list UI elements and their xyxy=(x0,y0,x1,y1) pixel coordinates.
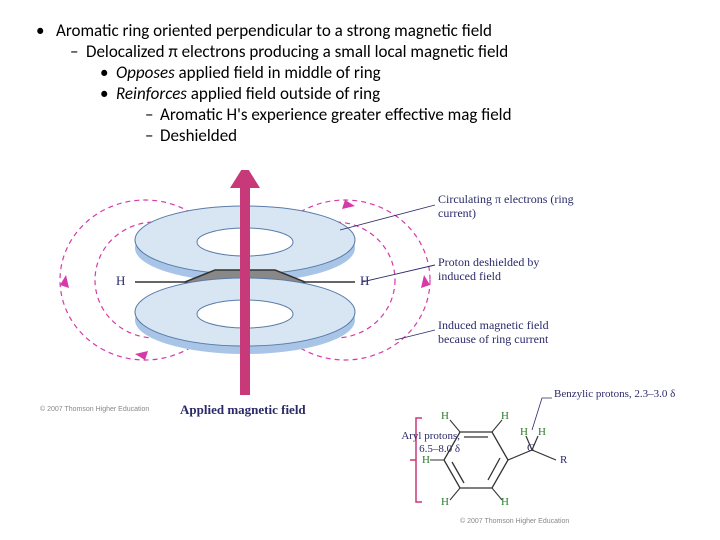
text: Aromatic H's experience greater effectiv… xyxy=(160,104,512,125)
mol-H: H xyxy=(422,454,430,467)
text: applied field outside of ring xyxy=(187,83,380,104)
bullet-l1: Aromatic ring oriented perpendicular to … xyxy=(30,20,690,41)
mol-H: H xyxy=(441,496,449,509)
label-proton: Proton deshielded by induced field xyxy=(438,255,578,284)
mol-H: H xyxy=(520,426,528,439)
label-applied: Applied magnetic field xyxy=(180,402,306,418)
label-aryl: Aryl protons, 6.5–8.0 δ xyxy=(380,430,460,456)
text: applied field in middle of ring xyxy=(175,62,381,83)
label-circulating: Circulating π electrons (ring current) xyxy=(438,192,578,221)
bullet-l4: Deshielded xyxy=(30,125,690,146)
copyright-1: © 2007 Thomson Higher Education xyxy=(40,406,149,413)
h-label-right: H xyxy=(360,273,369,289)
text: Aromatic ring oriented perpendicular to … xyxy=(56,20,492,41)
bullet-list: Aromatic ring oriented perpendicular to … xyxy=(0,0,720,146)
mol-H: H xyxy=(501,496,509,509)
text: Delocalized xyxy=(86,41,168,62)
h-label-left: H xyxy=(116,273,125,289)
text: Deshielded xyxy=(160,125,237,146)
bullet-l3: Reinforces applied field outside of ring xyxy=(30,83,690,104)
pi-symbol: π xyxy=(168,41,177,62)
label-induced: Induced magnetic field because of ring c… xyxy=(438,318,578,347)
emph: Opposes xyxy=(116,62,175,83)
mol-H: H xyxy=(538,426,546,439)
emph: Reinforces xyxy=(116,83,187,104)
bullet-l3: Opposes applied field in middle of ring xyxy=(30,62,690,83)
bullet-l2: Delocalized π electrons producing a smal… xyxy=(30,41,690,62)
label-benzylic: Benzylic protons, 2.3–3.0 δ xyxy=(554,388,675,401)
mol-H: H xyxy=(441,410,449,423)
diagram-area: H H Circulating π electrons (ring curren… xyxy=(40,170,690,530)
bullet-l4: Aromatic H's experience greater effectiv… xyxy=(30,104,690,125)
mol-R: R xyxy=(560,454,567,467)
copyright-2: © 2007 Thomson Higher Education xyxy=(460,518,569,525)
mol-C: C xyxy=(527,442,534,455)
mol-H: H xyxy=(501,410,509,423)
text: electrons producing a small local magnet… xyxy=(178,41,509,62)
